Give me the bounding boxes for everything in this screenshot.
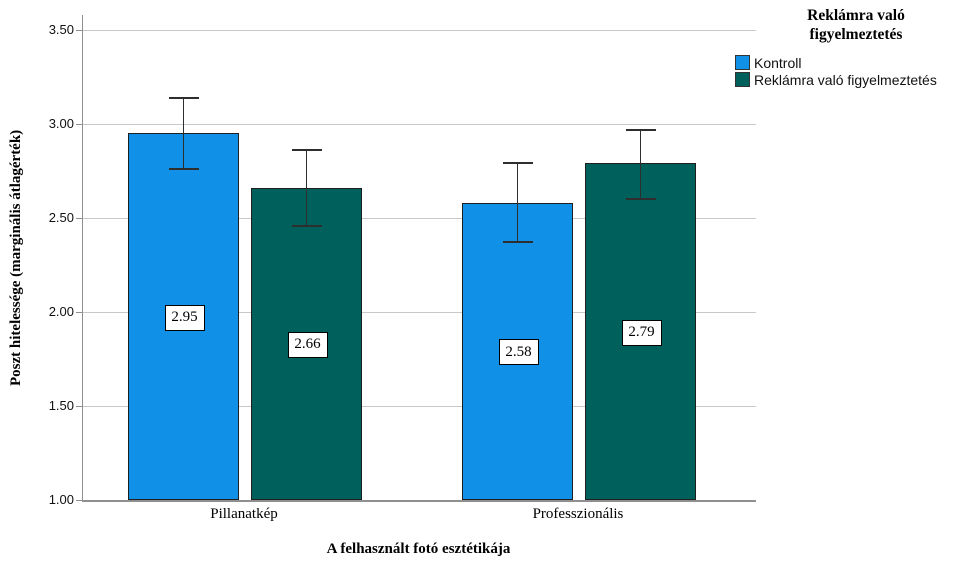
error-bar-line (516, 163, 519, 243)
bar-value-label: 2.58 (498, 339, 539, 366)
legend: Reklámra való figyelmeztetés Kontroll Rek… (735, 6, 977, 89)
error-bar-line (182, 97, 185, 170)
category-label: Professzionális (532, 506, 624, 522)
legend-item: Kontroll (735, 55, 977, 71)
y-tick-mark (76, 29, 83, 31)
gridline (83, 123, 756, 125)
error-bar-cap (168, 168, 199, 171)
plot-area: 2.95 2.66 2.58 2.79 (76, 15, 756, 502)
error-bar-cap (502, 241, 533, 244)
y-tick-label: 1.50 (48, 398, 74, 413)
y-axis-title: Poszt hitelessége (marginális átlagérték… (8, 129, 24, 386)
error-bar-cap (625, 128, 656, 131)
x-axis-title: A felhasznált fotó esztétikája (326, 541, 511, 557)
bar-value-label: 2.95 (164, 304, 205, 331)
y-tick-mark (76, 311, 83, 313)
error-bar-line (639, 129, 642, 200)
legend-item-label: Reklámra való figyelmeztetés (754, 71, 937, 88)
error-bar-cap (502, 162, 533, 165)
y-tick-label: 3.50 (48, 22, 74, 37)
error-bar-cap (625, 198, 656, 201)
y-tick-label: 2.00 (48, 304, 74, 319)
error-bar-cap (291, 224, 322, 227)
gridline (83, 405, 756, 407)
bar (128, 133, 239, 500)
bar-value-label: 2.66 (287, 331, 328, 358)
y-tick-label: 3.00 (48, 116, 74, 131)
category-label: Pillanatkép (210, 506, 278, 522)
y-tick-mark (76, 123, 83, 125)
legend-item-label: Kontroll (754, 54, 802, 71)
legend-swatch (735, 72, 750, 88)
y-tick-mark (76, 405, 83, 407)
y-tick-label: 2.50 (48, 210, 74, 225)
error-bar-cap (291, 149, 322, 152)
legend-swatch (735, 55, 750, 71)
gridline (83, 29, 756, 31)
bar-value-label: 2.79 (621, 319, 662, 346)
gridline (83, 311, 756, 313)
gridline (83, 217, 756, 219)
y-tick-label: 1.00 (48, 492, 74, 507)
legend-items: Kontroll Reklámra való figyelmeztetés (735, 55, 977, 88)
error-bar-line (305, 150, 308, 226)
legend-item: Reklámra való figyelmeztetés (735, 72, 977, 88)
legend-title: Reklámra való figyelmeztetés (807, 7, 905, 44)
y-tick-mark (76, 499, 83, 501)
y-tick-mark (76, 217, 83, 219)
error-bar-cap (168, 96, 199, 99)
